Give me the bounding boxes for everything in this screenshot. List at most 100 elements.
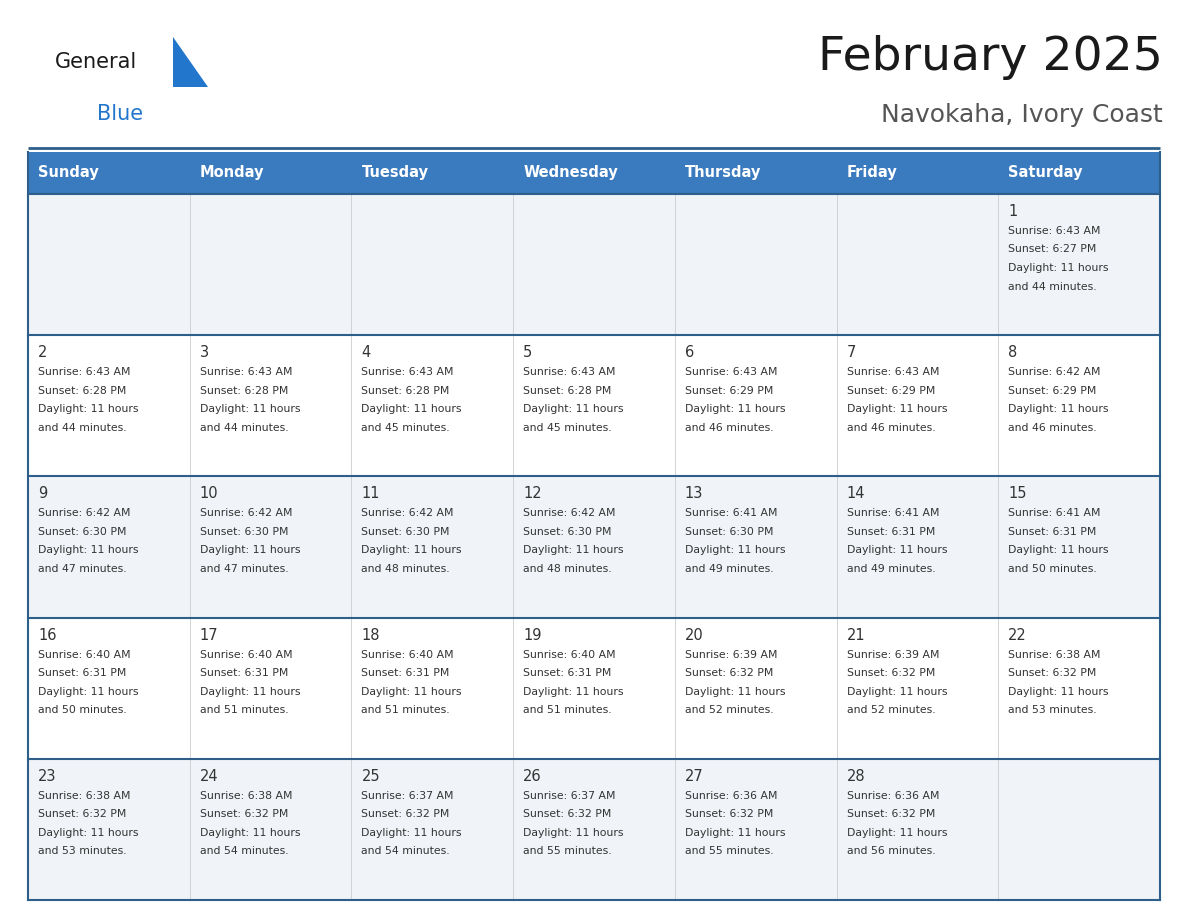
Text: Daylight: 11 hours: Daylight: 11 hours: [684, 545, 785, 555]
Text: Sunrise: 6:43 AM: Sunrise: 6:43 AM: [361, 367, 454, 377]
Text: Tuesday: Tuesday: [361, 165, 429, 181]
Text: 15: 15: [1009, 487, 1026, 501]
Text: Sunset: 6:31 PM: Sunset: 6:31 PM: [200, 668, 287, 678]
Text: Sunset: 6:32 PM: Sunset: 6:32 PM: [684, 668, 773, 678]
Text: Navokaha, Ivory Coast: Navokaha, Ivory Coast: [881, 103, 1163, 127]
Bar: [513, 618, 675, 759]
Text: 13: 13: [684, 487, 703, 501]
Text: 16: 16: [38, 628, 57, 643]
Bar: [29, 476, 190, 618]
Bar: [675, 152, 836, 194]
Text: Sunset: 6:32 PM: Sunset: 6:32 PM: [38, 810, 126, 819]
Text: and 53 minutes.: and 53 minutes.: [38, 846, 127, 856]
Text: Sunset: 6:30 PM: Sunset: 6:30 PM: [200, 527, 289, 537]
Bar: [29, 152, 190, 194]
Text: and 52 minutes.: and 52 minutes.: [684, 705, 773, 715]
Text: Daylight: 11 hours: Daylight: 11 hours: [361, 828, 462, 838]
Bar: [836, 194, 998, 335]
Text: Sunset: 6:32 PM: Sunset: 6:32 PM: [1009, 668, 1097, 678]
Text: and 46 minutes.: and 46 minutes.: [1009, 422, 1097, 432]
Text: Sunrise: 6:40 AM: Sunrise: 6:40 AM: [523, 650, 615, 660]
Text: Daylight: 11 hours: Daylight: 11 hours: [523, 828, 624, 838]
Text: Sunrise: 6:43 AM: Sunrise: 6:43 AM: [523, 367, 615, 377]
Text: Daylight: 11 hours: Daylight: 11 hours: [361, 687, 462, 697]
Text: Sunrise: 6:43 AM: Sunrise: 6:43 AM: [38, 367, 131, 377]
Text: and 45 minutes.: and 45 minutes.: [361, 422, 450, 432]
Bar: [190, 152, 352, 194]
Bar: [675, 618, 836, 759]
Text: Sunset: 6:32 PM: Sunset: 6:32 PM: [847, 810, 935, 819]
Bar: [836, 335, 998, 476]
Text: and 49 minutes.: and 49 minutes.: [847, 564, 935, 574]
Bar: [513, 152, 675, 194]
Text: Sunrise: 6:43 AM: Sunrise: 6:43 AM: [200, 367, 292, 377]
Text: Daylight: 11 hours: Daylight: 11 hours: [523, 545, 624, 555]
Text: Sunset: 6:32 PM: Sunset: 6:32 PM: [200, 810, 287, 819]
Text: 19: 19: [523, 628, 542, 643]
Text: Sunset: 6:32 PM: Sunset: 6:32 PM: [361, 810, 450, 819]
Text: 23: 23: [38, 768, 57, 784]
Text: 10: 10: [200, 487, 219, 501]
Text: Sunset: 6:32 PM: Sunset: 6:32 PM: [847, 668, 935, 678]
Text: Daylight: 11 hours: Daylight: 11 hours: [361, 404, 462, 414]
Text: 26: 26: [523, 768, 542, 784]
Bar: [29, 335, 190, 476]
Text: Daylight: 11 hours: Daylight: 11 hours: [38, 687, 139, 697]
Text: Sunrise: 6:36 AM: Sunrise: 6:36 AM: [684, 790, 777, 800]
Text: and 47 minutes.: and 47 minutes.: [200, 564, 289, 574]
Text: 3: 3: [200, 345, 209, 360]
Text: and 46 minutes.: and 46 minutes.: [684, 422, 773, 432]
Text: Sunset: 6:29 PM: Sunset: 6:29 PM: [684, 386, 773, 396]
Text: Sunset: 6:30 PM: Sunset: 6:30 PM: [361, 527, 450, 537]
Text: and 52 minutes.: and 52 minutes.: [847, 705, 935, 715]
Text: Daylight: 11 hours: Daylight: 11 hours: [200, 687, 301, 697]
Bar: [836, 152, 998, 194]
Text: Thursday: Thursday: [684, 165, 762, 181]
Text: Daylight: 11 hours: Daylight: 11 hours: [200, 828, 301, 838]
Bar: [998, 152, 1159, 194]
Text: Sunset: 6:28 PM: Sunset: 6:28 PM: [361, 386, 450, 396]
Text: Sunrise: 6:38 AM: Sunrise: 6:38 AM: [200, 790, 292, 800]
Text: and 55 minutes.: and 55 minutes.: [523, 846, 612, 856]
Text: and 53 minutes.: and 53 minutes.: [1009, 705, 1097, 715]
Bar: [352, 152, 513, 194]
Text: Daylight: 11 hours: Daylight: 11 hours: [523, 404, 624, 414]
Text: Sunrise: 6:42 AM: Sunrise: 6:42 AM: [523, 509, 615, 519]
Text: Daylight: 11 hours: Daylight: 11 hours: [847, 404, 947, 414]
Text: Sunset: 6:32 PM: Sunset: 6:32 PM: [523, 810, 612, 819]
Text: 27: 27: [684, 768, 703, 784]
Text: Daylight: 11 hours: Daylight: 11 hours: [1009, 545, 1108, 555]
Text: Sunrise: 6:42 AM: Sunrise: 6:42 AM: [361, 509, 454, 519]
Bar: [29, 194, 190, 335]
Text: and 44 minutes.: and 44 minutes.: [1009, 282, 1097, 292]
Bar: [513, 476, 675, 618]
Text: Sunset: 6:27 PM: Sunset: 6:27 PM: [1009, 244, 1097, 254]
Bar: [513, 759, 675, 900]
Text: Sunrise: 6:42 AM: Sunrise: 6:42 AM: [38, 509, 131, 519]
Text: 25: 25: [361, 768, 380, 784]
Text: Sunrise: 6:43 AM: Sunrise: 6:43 AM: [847, 367, 939, 377]
Text: and 50 minutes.: and 50 minutes.: [38, 705, 127, 715]
Text: 2: 2: [38, 345, 48, 360]
Text: Sunrise: 6:42 AM: Sunrise: 6:42 AM: [1009, 367, 1101, 377]
Text: Sunrise: 6:42 AM: Sunrise: 6:42 AM: [200, 509, 292, 519]
Bar: [836, 618, 998, 759]
Text: Daylight: 11 hours: Daylight: 11 hours: [1009, 687, 1108, 697]
Bar: [29, 759, 190, 900]
Text: and 46 minutes.: and 46 minutes.: [847, 422, 935, 432]
Bar: [836, 476, 998, 618]
Text: and 44 minutes.: and 44 minutes.: [38, 422, 127, 432]
Text: 17: 17: [200, 628, 219, 643]
Text: Sunrise: 6:38 AM: Sunrise: 6:38 AM: [38, 790, 131, 800]
Text: Daylight: 11 hours: Daylight: 11 hours: [684, 687, 785, 697]
Text: and 47 minutes.: and 47 minutes.: [38, 564, 127, 574]
Bar: [190, 335, 352, 476]
Text: and 55 minutes.: and 55 minutes.: [684, 846, 773, 856]
Text: Wednesday: Wednesday: [523, 165, 618, 181]
Text: Sunrise: 6:38 AM: Sunrise: 6:38 AM: [1009, 650, 1101, 660]
Text: Sunrise: 6:41 AM: Sunrise: 6:41 AM: [847, 509, 939, 519]
Text: Sunrise: 6:41 AM: Sunrise: 6:41 AM: [684, 509, 777, 519]
Text: Sunrise: 6:40 AM: Sunrise: 6:40 AM: [200, 650, 292, 660]
Text: Sunset: 6:31 PM: Sunset: 6:31 PM: [1009, 527, 1097, 537]
Bar: [29, 618, 190, 759]
